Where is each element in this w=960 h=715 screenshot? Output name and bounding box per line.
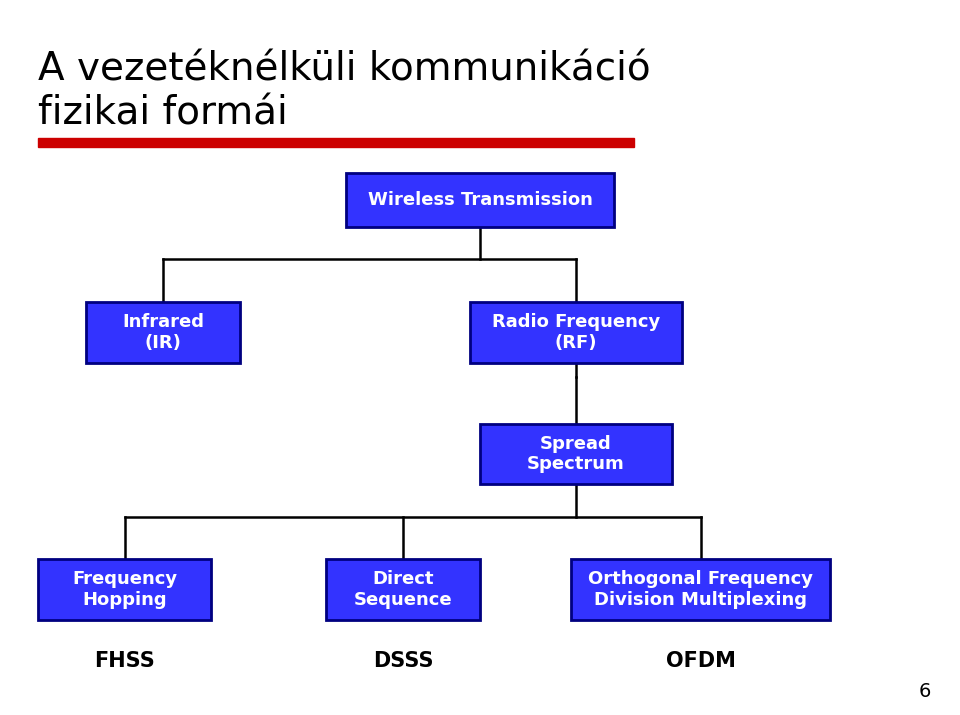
FancyBboxPatch shape	[480, 423, 672, 485]
Text: A vezetéknélküli kommunikáció
fizikai formái: A vezetéknélküli kommunikáció fizikai fo…	[38, 50, 651, 132]
Text: OFDM: OFDM	[666, 651, 735, 671]
Text: FHSS: FHSS	[94, 651, 156, 671]
FancyBboxPatch shape	[571, 560, 830, 621]
Text: DSSS: DSSS	[372, 651, 434, 671]
Text: Infrared
(IR): Infrared (IR)	[122, 313, 204, 352]
Text: Spread
Spectrum: Spread Spectrum	[527, 435, 625, 473]
FancyBboxPatch shape	[86, 302, 240, 363]
Text: Radio Frequency
(RF): Radio Frequency (RF)	[492, 313, 660, 352]
FancyBboxPatch shape	[38, 560, 211, 621]
Text: Wireless Transmission: Wireless Transmission	[368, 191, 592, 209]
Text: Frequency
Hopping: Frequency Hopping	[72, 571, 178, 609]
FancyBboxPatch shape	[326, 560, 480, 621]
FancyBboxPatch shape	[346, 174, 614, 227]
Text: Direct
Sequence: Direct Sequence	[354, 571, 452, 609]
FancyBboxPatch shape	[470, 302, 682, 363]
Bar	[38, 138, 634, 147]
Text: Orthogonal Frequency
Division Multiplexing: Orthogonal Frequency Division Multiplexi…	[588, 571, 813, 609]
Text: 6: 6	[919, 681, 931, 701]
